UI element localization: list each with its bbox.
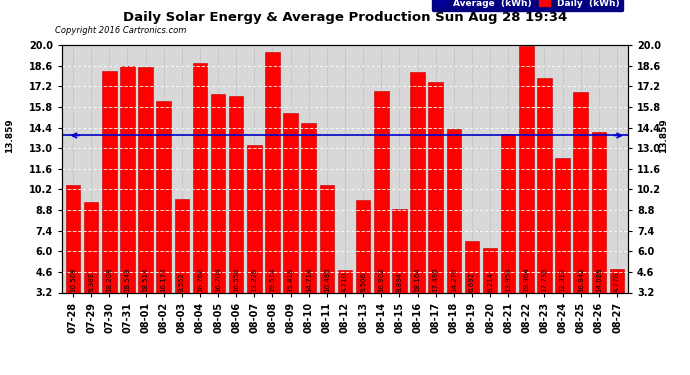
Bar — [337, 270, 353, 292]
Text: 4.778: 4.778 — [614, 272, 620, 292]
Bar — [265, 52, 279, 292]
Bar — [428, 82, 443, 292]
Bar — [66, 185, 80, 292]
Text: 15.418: 15.418 — [288, 267, 294, 292]
Bar — [84, 202, 99, 292]
Text: 13.954: 13.954 — [505, 267, 511, 292]
Bar — [573, 92, 588, 292]
Bar — [374, 91, 388, 292]
Bar — [555, 158, 570, 292]
Text: 13.859: 13.859 — [659, 118, 668, 153]
Text: 9.552: 9.552 — [179, 272, 185, 292]
Bar — [247, 145, 262, 292]
Bar — [538, 78, 552, 292]
Text: 18.548: 18.548 — [124, 267, 130, 292]
Bar — [175, 199, 189, 292]
Text: 13.228: 13.228 — [251, 267, 257, 292]
Text: 14.088: 14.088 — [596, 267, 602, 292]
Bar — [284, 112, 298, 292]
Bar — [483, 248, 497, 292]
Text: 19.964: 19.964 — [523, 267, 529, 292]
Bar — [302, 123, 316, 292]
Text: 10.508: 10.508 — [70, 267, 76, 292]
Bar — [591, 132, 606, 292]
Legend: Average  (kWh), Daily  (kWh): Average (kWh), Daily (kWh) — [431, 0, 623, 11]
Text: 19.514: 19.514 — [270, 267, 275, 292]
Text: 17.738: 17.738 — [542, 267, 547, 292]
Text: 16.842: 16.842 — [578, 267, 584, 292]
Text: 16.174: 16.174 — [161, 267, 167, 292]
Text: 18.208: 18.208 — [106, 267, 112, 292]
Text: 16.556: 16.556 — [233, 267, 239, 292]
Text: Daily Solar Energy & Average Production Sun Aug 28 19:34: Daily Solar Energy & Average Production … — [123, 11, 567, 24]
Bar — [319, 185, 334, 292]
Bar — [610, 269, 624, 292]
Bar — [229, 96, 244, 292]
Bar — [138, 67, 152, 292]
Text: 9.368: 9.368 — [88, 272, 94, 292]
Bar — [211, 93, 226, 292]
Text: 16.704: 16.704 — [215, 267, 221, 292]
Text: 17.490: 17.490 — [433, 267, 439, 292]
Text: 18.514: 18.514 — [143, 267, 148, 292]
Bar — [120, 66, 135, 292]
Text: 8.894: 8.894 — [396, 272, 402, 292]
Text: 12.312: 12.312 — [560, 267, 566, 292]
Text: 14.270: 14.270 — [451, 267, 457, 292]
Bar — [464, 241, 479, 292]
Bar — [411, 72, 425, 292]
Text: 4.710: 4.710 — [342, 272, 348, 292]
Bar — [519, 45, 533, 292]
Bar — [157, 101, 171, 292]
Bar — [392, 209, 406, 292]
Text: 18.768: 18.768 — [197, 267, 203, 292]
Text: 14.716: 14.716 — [306, 267, 312, 292]
Text: 16.902: 16.902 — [378, 267, 384, 292]
Text: 10.480: 10.480 — [324, 267, 330, 292]
Text: 6.214: 6.214 — [487, 272, 493, 292]
Text: 13.859: 13.859 — [5, 118, 14, 153]
Bar — [501, 134, 515, 292]
Bar — [193, 63, 207, 292]
Text: 9.506: 9.506 — [360, 272, 366, 292]
Text: 6.692: 6.692 — [469, 272, 475, 292]
Bar — [356, 200, 371, 292]
Bar — [446, 129, 461, 292]
Bar — [102, 71, 117, 292]
Text: Copyright 2016 Cartronics.com: Copyright 2016 Cartronics.com — [55, 26, 186, 35]
Text: 18.164: 18.164 — [415, 267, 420, 292]
